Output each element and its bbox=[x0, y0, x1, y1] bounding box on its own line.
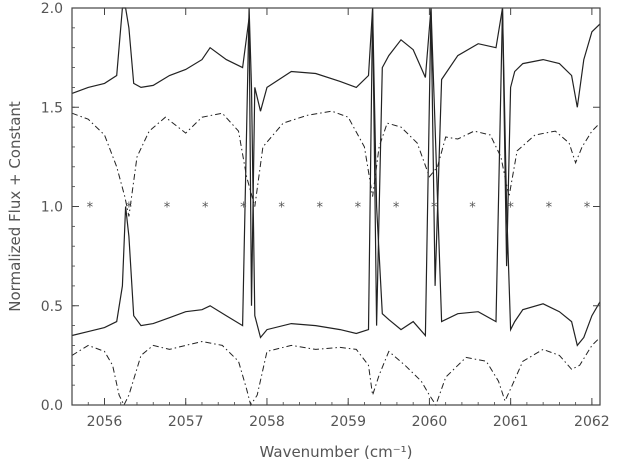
asterisk-marker: * bbox=[164, 201, 171, 216]
plot-lines bbox=[71, 7, 601, 407]
series-line-3 bbox=[71, 7, 601, 347]
series-line-1 bbox=[71, 7, 601, 326]
x-tick-label: 2061 bbox=[493, 414, 529, 430]
y-tick-label: 0.0 bbox=[41, 398, 63, 414]
asterisk-marker: * bbox=[126, 201, 133, 216]
x-tick-label: 2057 bbox=[168, 414, 204, 430]
y-tick-label: 1.5 bbox=[41, 100, 63, 116]
asterisk-marker: * bbox=[546, 201, 553, 216]
x-axis-label: Wavenumber (cm⁻¹) bbox=[260, 443, 413, 461]
asterisk-marker: * bbox=[355, 201, 362, 216]
x-tick-label: 2060 bbox=[412, 414, 448, 430]
asterisk-marker: * bbox=[240, 201, 247, 216]
y-tick-label: 2.0 bbox=[41, 1, 63, 17]
x-tick-label: 2058 bbox=[249, 414, 285, 430]
y-tick-label: 1.0 bbox=[41, 200, 63, 216]
y-tick-label: 0.5 bbox=[41, 299, 63, 315]
asterisk-marker: * bbox=[278, 201, 285, 216]
plot-frame bbox=[71, 7, 601, 406]
series-line-2 bbox=[71, 110, 601, 217]
x-ticks: 2056 2057 2058 2059 2060 2061 2062 bbox=[71, 8, 610, 430]
asterisk-marker: * bbox=[87, 201, 94, 216]
plot-markers: * * * * * * * * * * * * * * bbox=[87, 201, 591, 216]
asterisk-marker: * bbox=[317, 201, 324, 216]
x-tick-label: 2056 bbox=[87, 414, 123, 430]
asterisk-marker: * bbox=[584, 201, 591, 216]
asterisk-marker: * bbox=[393, 201, 400, 216]
series-line-4 bbox=[71, 337, 601, 407]
asterisk-marker: * bbox=[469, 201, 476, 216]
y-axis-label: Normalized Flux + Constant bbox=[6, 101, 24, 312]
y-ticks: 0.0 0.5 1.0 1.5 2.0 bbox=[41, 1, 600, 414]
asterisk-marker: * bbox=[202, 201, 209, 216]
x-tick-label: 2062 bbox=[574, 414, 610, 430]
asterisk-marker: * bbox=[431, 201, 438, 216]
x-tick-label: 2059 bbox=[330, 414, 366, 430]
asterisk-marker: * bbox=[507, 201, 514, 216]
